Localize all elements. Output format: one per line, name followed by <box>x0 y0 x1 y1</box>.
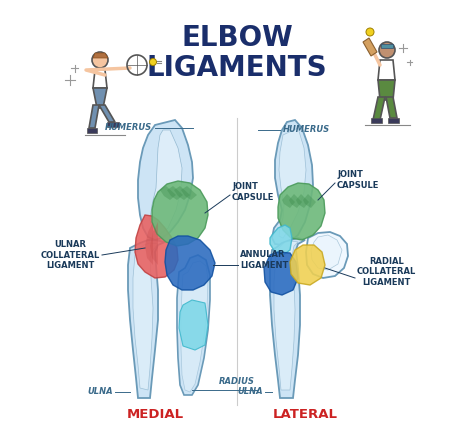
Text: ANNULAR
LIGAMENT: ANNULAR LIGAMENT <box>240 250 288 270</box>
Polygon shape <box>270 238 305 398</box>
Polygon shape <box>272 120 313 245</box>
Polygon shape <box>167 186 183 200</box>
Polygon shape <box>93 70 107 88</box>
Polygon shape <box>179 300 208 350</box>
Polygon shape <box>89 105 99 128</box>
Polygon shape <box>138 120 193 240</box>
Polygon shape <box>99 105 115 122</box>
Text: ULNAR
COLLATERAL
LIGAMENT: ULNAR COLLATERAL LIGAMENT <box>41 240 100 270</box>
Text: RADIUS: RADIUS <box>219 377 255 386</box>
Polygon shape <box>296 194 309 208</box>
Circle shape <box>149 58 156 65</box>
Polygon shape <box>386 97 397 118</box>
Polygon shape <box>289 194 302 208</box>
Polygon shape <box>373 97 385 120</box>
Polygon shape <box>279 128 306 238</box>
Polygon shape <box>128 240 165 398</box>
Polygon shape <box>160 186 176 200</box>
Polygon shape <box>378 60 395 80</box>
Polygon shape <box>150 130 182 234</box>
Polygon shape <box>278 183 325 240</box>
Polygon shape <box>93 88 107 108</box>
Polygon shape <box>152 181 208 246</box>
Polygon shape <box>378 80 395 100</box>
Polygon shape <box>150 222 158 265</box>
Polygon shape <box>371 118 382 123</box>
Text: ELBOW: ELBOW <box>181 24 293 52</box>
Polygon shape <box>135 215 178 278</box>
Polygon shape <box>145 222 153 265</box>
Circle shape <box>379 42 395 58</box>
Text: HUMERUS: HUMERUS <box>283 126 330 135</box>
Polygon shape <box>306 232 348 278</box>
Circle shape <box>92 52 108 68</box>
Polygon shape <box>282 194 295 208</box>
Polygon shape <box>165 236 215 290</box>
Polygon shape <box>133 243 158 390</box>
Text: JOINT
CAPSULE: JOINT CAPSULE <box>337 170 379 190</box>
Polygon shape <box>270 225 292 255</box>
Polygon shape <box>290 245 325 285</box>
Polygon shape <box>181 186 197 200</box>
Text: HUMERUS: HUMERUS <box>105 123 152 132</box>
Polygon shape <box>264 252 298 295</box>
Polygon shape <box>177 255 210 395</box>
Text: ULNA: ULNA <box>87 387 113 396</box>
Polygon shape <box>87 128 97 133</box>
Text: MEDIAL: MEDIAL <box>127 408 183 421</box>
Text: RADIAL
COLLATERAL
LIGAMENT: RADIAL COLLATERAL LIGAMENT <box>357 257 416 287</box>
Text: JOINT
CAPSULE: JOINT CAPSULE <box>232 182 274 202</box>
Polygon shape <box>388 118 399 123</box>
Text: LATERAL: LATERAL <box>273 408 337 421</box>
Polygon shape <box>381 44 393 48</box>
Polygon shape <box>303 194 316 208</box>
Polygon shape <box>274 241 298 390</box>
Polygon shape <box>93 53 108 58</box>
Polygon shape <box>107 122 119 127</box>
Circle shape <box>366 28 374 36</box>
Polygon shape <box>174 186 190 200</box>
Polygon shape <box>181 261 208 392</box>
Polygon shape <box>363 38 377 56</box>
Text: ULNA: ULNA <box>237 387 263 396</box>
Polygon shape <box>311 235 342 270</box>
Text: LIGAMENTS: LIGAMENTS <box>146 54 328 82</box>
